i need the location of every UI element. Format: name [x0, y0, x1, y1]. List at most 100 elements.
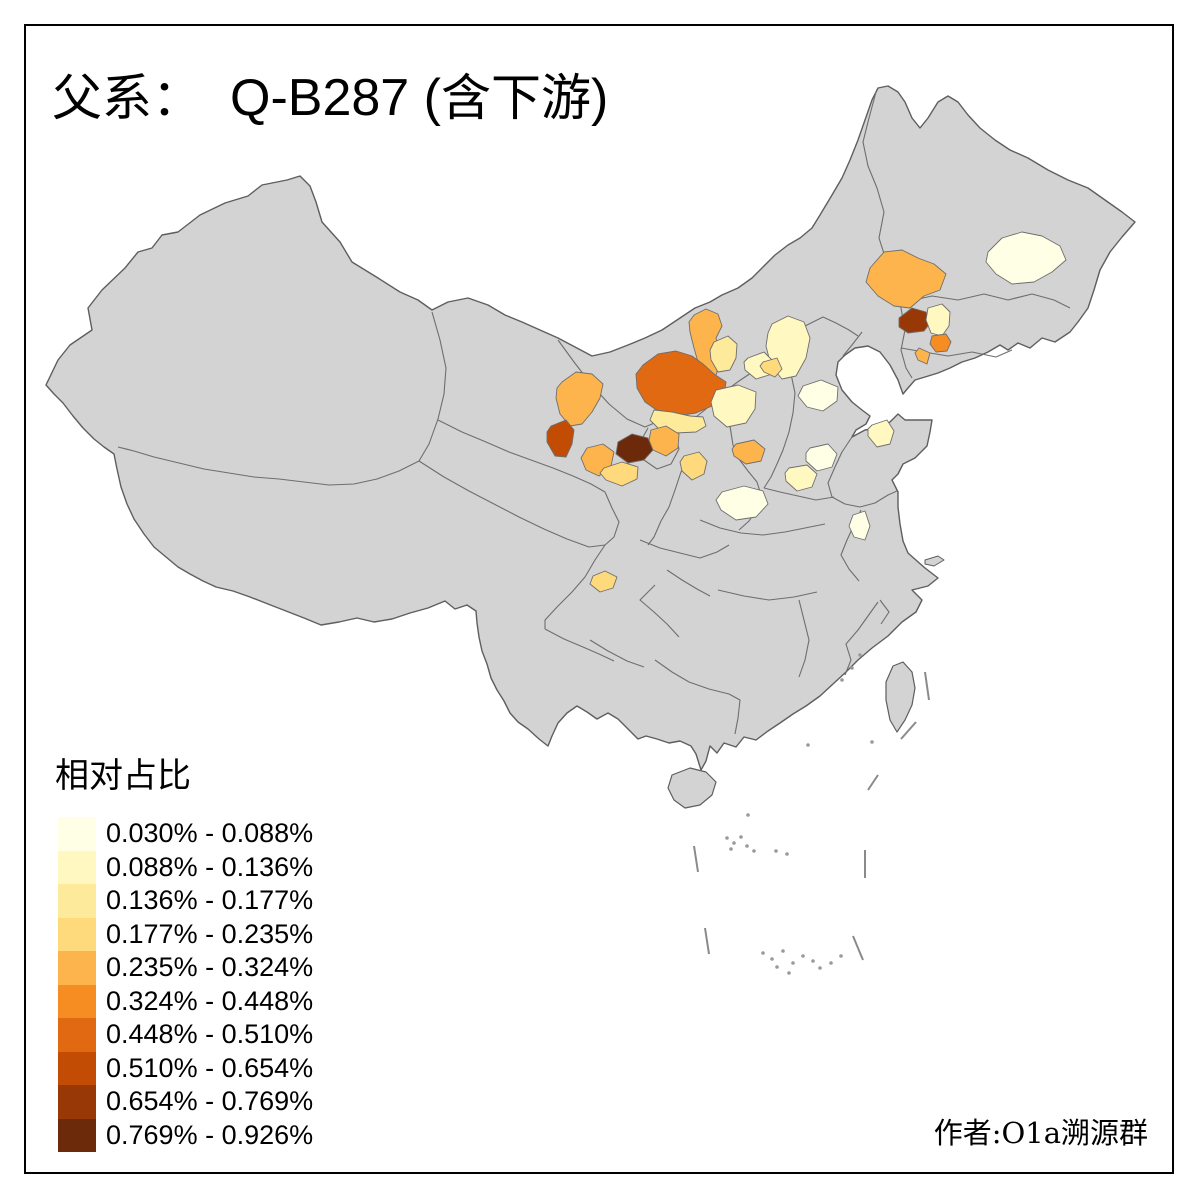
province-border	[117, 311, 447, 486]
province-border	[647, 455, 690, 546]
map-region	[985, 231, 1067, 285]
province-border	[639, 539, 730, 559]
island-dot	[774, 849, 778, 853]
legend-row: 0.088% - 0.136%	[58, 850, 314, 884]
map-region	[546, 419, 575, 458]
province-border	[827, 436, 898, 508]
legend-row: 0.510% - 0.654%	[58, 1051, 313, 1085]
province-border	[763, 353, 796, 489]
province-border	[763, 487, 835, 501]
legend-row: 0.235% - 0.324%	[58, 951, 313, 985]
map-region	[648, 425, 680, 457]
map-region	[709, 335, 738, 373]
island-dot	[732, 841, 736, 845]
legend-title: 相对占比	[55, 756, 191, 796]
title-suffix: 含下游	[441, 69, 591, 127]
province-border	[699, 519, 826, 536]
province-border	[639, 584, 680, 638]
island-dot	[745, 844, 749, 848]
province-border	[544, 628, 615, 662]
legend-row: 0.324% - 0.448%	[58, 984, 314, 1018]
island-dot	[787, 971, 791, 975]
island-dot	[801, 954, 805, 958]
island-dot	[729, 847, 733, 851]
sea-boundary-dash	[852, 935, 864, 961]
island-dot	[818, 966, 822, 970]
legend-class-label: 0.324% - 0.448%	[106, 985, 314, 1016]
island-dot	[839, 954, 843, 958]
legend-class-label: 0.177% - 0.235%	[106, 918, 314, 949]
legend-swatch	[58, 817, 96, 851]
island-dot	[752, 849, 756, 853]
map-region	[555, 371, 604, 427]
attribution: 作者:O1a溯源群	[933, 1116, 1148, 1150]
sea-boundary-dash	[924, 671, 930, 701]
legend-class-label: 0.030% - 0.088%	[106, 818, 314, 849]
map-region	[679, 451, 708, 481]
map-region	[805, 443, 838, 472]
map-region	[797, 379, 839, 412]
province-border	[717, 589, 818, 601]
map-region	[615, 433, 654, 464]
province-border	[604, 491, 620, 546]
sea-boundary-dash	[867, 774, 879, 791]
legend-swatch	[58, 1118, 96, 1152]
map-region	[589, 570, 618, 593]
figure-frame	[24, 24, 1174, 1174]
map-region	[710, 384, 757, 428]
island-dot	[761, 951, 765, 955]
sea-boundary-dash	[693, 845, 699, 873]
province-border	[654, 659, 741, 735]
legend-swatch	[58, 884, 96, 918]
legend-swatch	[58, 1018, 96, 1052]
hainan-island	[667, 767, 717, 809]
province-border	[862, 91, 913, 379]
map-region	[914, 347, 931, 365]
map-region	[784, 464, 818, 492]
map-region	[929, 333, 952, 353]
province-border	[589, 639, 645, 668]
province-border	[666, 569, 711, 597]
map-region	[898, 307, 932, 334]
island-dot	[781, 949, 785, 953]
legend-swatch	[58, 850, 96, 884]
legend-swatch	[58, 951, 96, 985]
sea-boundary-dash	[704, 927, 710, 955]
island-dot	[785, 852, 789, 856]
island-dot	[870, 740, 874, 744]
title-family-label: 父系：	[52, 69, 202, 127]
legend-class-label: 0.769% - 0.926%	[106, 1119, 314, 1150]
island-dot	[829, 961, 833, 965]
island-dot	[746, 813, 750, 817]
legend-class-label: 0.235% - 0.324%	[106, 952, 314, 983]
island-dot	[725, 836, 729, 840]
legend-swatch	[58, 984, 96, 1018]
legend-row: 0.136% - 0.177%	[58, 884, 313, 918]
legend-row: 0.654% - 0.769%	[58, 1085, 313, 1119]
legend-row: 0.177% - 0.235%	[58, 917, 314, 951]
map-region	[925, 303, 951, 337]
island-dot	[775, 965, 779, 969]
legend-row: 0.769% - 0.926%	[58, 1118, 314, 1152]
legend-class-label: 0.088% - 0.136%	[106, 851, 314, 882]
island-dot	[850, 666, 854, 670]
map-region	[865, 249, 947, 309]
map-region	[599, 461, 639, 487]
island-dot	[811, 959, 815, 963]
map-region	[867, 419, 895, 448]
island-dot	[840, 678, 844, 682]
title-haplogroup: Q-B287	[230, 69, 410, 127]
island-dot	[858, 653, 862, 657]
province-border	[879, 599, 890, 625]
province-border	[904, 293, 1071, 309]
coastal-island	[924, 555, 945, 567]
legend: 相对占比 0.030% - 0.088% 0.088% - 0.136% 0.136…	[55, 748, 313, 1152]
province-border	[798, 599, 810, 678]
province-border	[842, 331, 863, 357]
map-region	[731, 439, 766, 465]
map-region	[715, 485, 769, 521]
province-border	[437, 419, 606, 493]
page-title: 父系： Q-B287 (含下游)	[52, 69, 609, 127]
taiwan-island	[885, 661, 916, 733]
